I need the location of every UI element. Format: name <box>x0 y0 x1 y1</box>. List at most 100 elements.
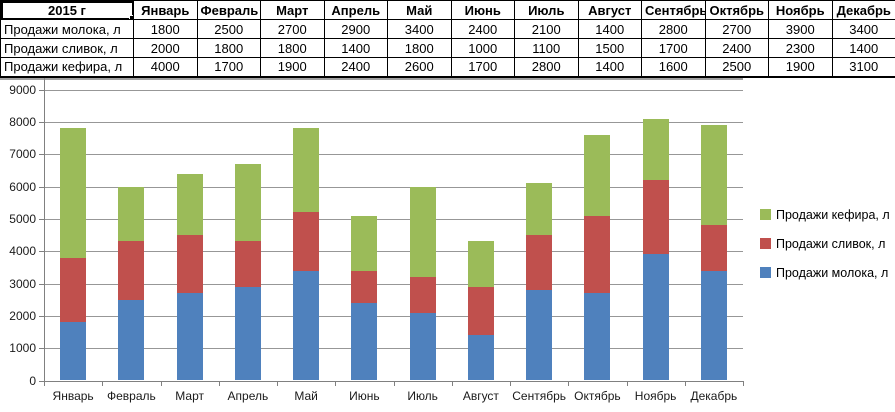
legend-item[interactable]: Продажи сливок, л <box>760 237 890 251</box>
bar-segment-cream[interactable] <box>409 277 436 313</box>
row-label-cell[interactable]: Продажи сливок, л <box>0 38 134 58</box>
bar-segment-cream[interactable] <box>700 225 727 271</box>
month-header-cell[interactable]: Сентябрь <box>641 0 706 20</box>
y-tick <box>39 89 44 91</box>
value-cell[interactable]: 2000 <box>133 38 198 58</box>
value-cell[interactable]: 3900 <box>768 19 833 39</box>
value-cell[interactable]: 2400 <box>704 38 769 58</box>
bar-segment-milk[interactable] <box>584 293 611 381</box>
value-cell[interactable]: 1800 <box>260 38 325 58</box>
bar-segment-kefir[interactable] <box>700 125 727 226</box>
value-cell[interactable]: 2700 <box>260 19 325 39</box>
bar-segment-kefir[interactable] <box>526 183 553 235</box>
bar-segment-kefir[interactable] <box>60 128 87 258</box>
fill-handle[interactable] <box>129 15 133 19</box>
value-cell[interactable]: 1100 <box>514 38 579 58</box>
bar-segment-cream[interactable] <box>642 180 669 255</box>
value-cell[interactable]: 1700 <box>450 57 515 77</box>
value-cell[interactable]: 1900 <box>768 57 833 77</box>
bar-segment-milk[interactable] <box>467 335 494 381</box>
bar-segment-milk[interactable] <box>293 270 320 381</box>
value-cell[interactable]: 1500 <box>577 38 642 58</box>
bar-segment-milk[interactable] <box>700 270 727 381</box>
value-cell[interactable]: 2500 <box>196 19 261 39</box>
value-cell[interactable]: 2800 <box>514 57 579 77</box>
bar-segment-milk[interactable] <box>118 299 145 381</box>
bar-segment-kefir[interactable] <box>293 128 320 213</box>
value-cell[interactable]: 1800 <box>387 38 452 58</box>
bar-segment-cream[interactable] <box>118 241 145 300</box>
corner-cell-year[interactable]: 2015 г <box>0 0 134 20</box>
legend-item[interactable]: Продажи молока, л <box>760 266 890 280</box>
month-header-cell[interactable]: Июль <box>514 0 579 20</box>
bar-segment-cream[interactable] <box>351 270 378 303</box>
bar-segment-milk[interactable] <box>351 302 378 381</box>
value-cell[interactable]: 2400 <box>450 19 515 39</box>
value-cell[interactable]: 2900 <box>323 19 388 39</box>
value-cell[interactable]: 2800 <box>641 19 706 39</box>
value-cell[interactable]: 2500 <box>704 57 769 77</box>
month-header-cell[interactable]: Февраль <box>196 0 261 20</box>
value-cell[interactable]: 1900 <box>260 57 325 77</box>
bar-segment-cream[interactable] <box>293 212 320 271</box>
bar-segment-cream[interactable] <box>584 215 611 294</box>
value-cell[interactable]: 1000 <box>450 38 515 58</box>
bar-segment-kefir[interactable] <box>176 173 203 235</box>
value-cell[interactable]: 1600 <box>641 57 706 77</box>
month-header-cell[interactable]: Октябрь <box>704 0 769 20</box>
x-axis-label: Апрель <box>227 388 269 403</box>
y-gridline <box>44 218 743 220</box>
value-cell[interactable]: 1400 <box>577 19 642 39</box>
value-cell[interactable]: 4000 <box>133 57 198 77</box>
legend-item[interactable]: Продажи кефира, л <box>760 208 890 222</box>
bar-segment-cream[interactable] <box>467 286 494 336</box>
bar-segment-kefir[interactable] <box>467 241 494 287</box>
bar-segment-kefir[interactable] <box>118 186 145 242</box>
row-label-cell[interactable]: Продажи кефира, л <box>0 57 134 77</box>
x-tick <box>218 380 220 386</box>
row-label-cell[interactable]: Продажи молока, л <box>0 19 134 39</box>
bar-segment-kefir[interactable] <box>351 215 378 271</box>
value-cell[interactable]: 2400 <box>323 57 388 77</box>
month-header-cell[interactable]: Апрель <box>323 0 388 20</box>
bar-segment-kefir[interactable] <box>584 134 611 216</box>
month-header-cell[interactable]: Январь <box>133 0 198 20</box>
value-cell[interactable]: 2600 <box>387 57 452 77</box>
value-cell[interactable]: 1400 <box>577 57 642 77</box>
value-cell[interactable]: 1800 <box>133 19 198 39</box>
value-cell[interactable]: 2700 <box>704 19 769 39</box>
value-cell[interactable]: 1800 <box>196 38 261 58</box>
month-header-cell[interactable]: Ноябрь <box>768 0 833 20</box>
month-header-cell[interactable]: Август <box>577 0 642 20</box>
bar-segment-kefir[interactable] <box>409 186 436 278</box>
bar-segment-milk[interactable] <box>409 312 436 381</box>
value-cell[interactable]: 1700 <box>641 38 706 58</box>
value-cell[interactable]: 3100 <box>831 57 895 77</box>
bar-segment-milk[interactable] <box>642 254 669 381</box>
bar-segment-milk[interactable] <box>526 289 553 381</box>
value-cell[interactable]: 3400 <box>831 19 895 39</box>
value-cell[interactable]: 1700 <box>196 57 261 77</box>
bar-segment-cream[interactable] <box>176 235 203 294</box>
bar-segment-cream[interactable] <box>234 241 261 287</box>
y-tick <box>39 218 44 220</box>
y-axis-label: 9000 <box>9 82 36 97</box>
bar-segment-cream[interactable] <box>60 257 87 323</box>
bar-segment-milk[interactable] <box>60 322 87 381</box>
month-header-cell[interactable]: Июнь <box>450 0 515 20</box>
month-header-cell[interactable]: Май <box>387 0 452 20</box>
bar-segment-kefir[interactable] <box>234 163 261 242</box>
value-cell[interactable]: 3400 <box>387 19 452 39</box>
value-cell[interactable]: 2300 <box>768 38 833 58</box>
month-header-cell[interactable]: Март <box>260 0 325 20</box>
bar-segment-kefir[interactable] <box>642 118 669 181</box>
bar-segment-milk[interactable] <box>234 286 261 381</box>
bar-segment-milk[interactable] <box>176 293 203 381</box>
value-cell[interactable]: 2100 <box>514 19 579 39</box>
sales-chart[interactable]: Продажи кефира, л Продажи сливок, л Продаж… <box>0 77 895 409</box>
month-header-cell[interactable]: Декабрь <box>831 0 895 20</box>
value-cell[interactable]: 1400 <box>323 38 388 58</box>
bar-segment-cream[interactable] <box>526 235 553 290</box>
legend-key-icon <box>760 238 771 249</box>
value-cell[interactable]: 1400 <box>831 38 895 58</box>
